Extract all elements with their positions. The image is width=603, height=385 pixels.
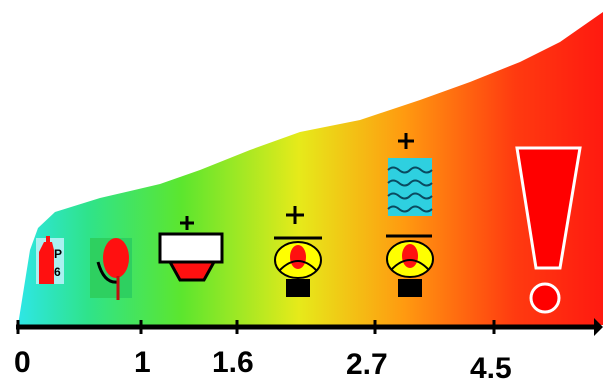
tick-label-0: 0 — [14, 346, 31, 379]
fire-extinguisher-icon: P 6 — [36, 236, 64, 284]
axis-tick-labels: 0 1 1.6 2.7 4.5 — [14, 346, 512, 385]
warning-exclamation-icon — [515, 146, 582, 314]
smoke-detector-icon — [158, 216, 224, 282]
tick-label-1-6: 1.6 — [212, 346, 254, 379]
tick-label-1: 1 — [134, 346, 151, 379]
tick-label-4-5: 4.5 — [470, 352, 512, 385]
extinguisher-letter-bottom: 6 — [54, 265, 61, 279]
scale-axis — [16, 318, 603, 336]
sprinkler-water-supply-icon — [386, 133, 434, 297]
tick-label-2-7: 2.7 — [346, 348, 388, 381]
extinguisher-letter-top: P — [54, 247, 62, 261]
fire-blanket-icon — [90, 238, 132, 300]
axis-ticks — [16, 320, 496, 334]
sprinkler-icon — [274, 206, 322, 297]
